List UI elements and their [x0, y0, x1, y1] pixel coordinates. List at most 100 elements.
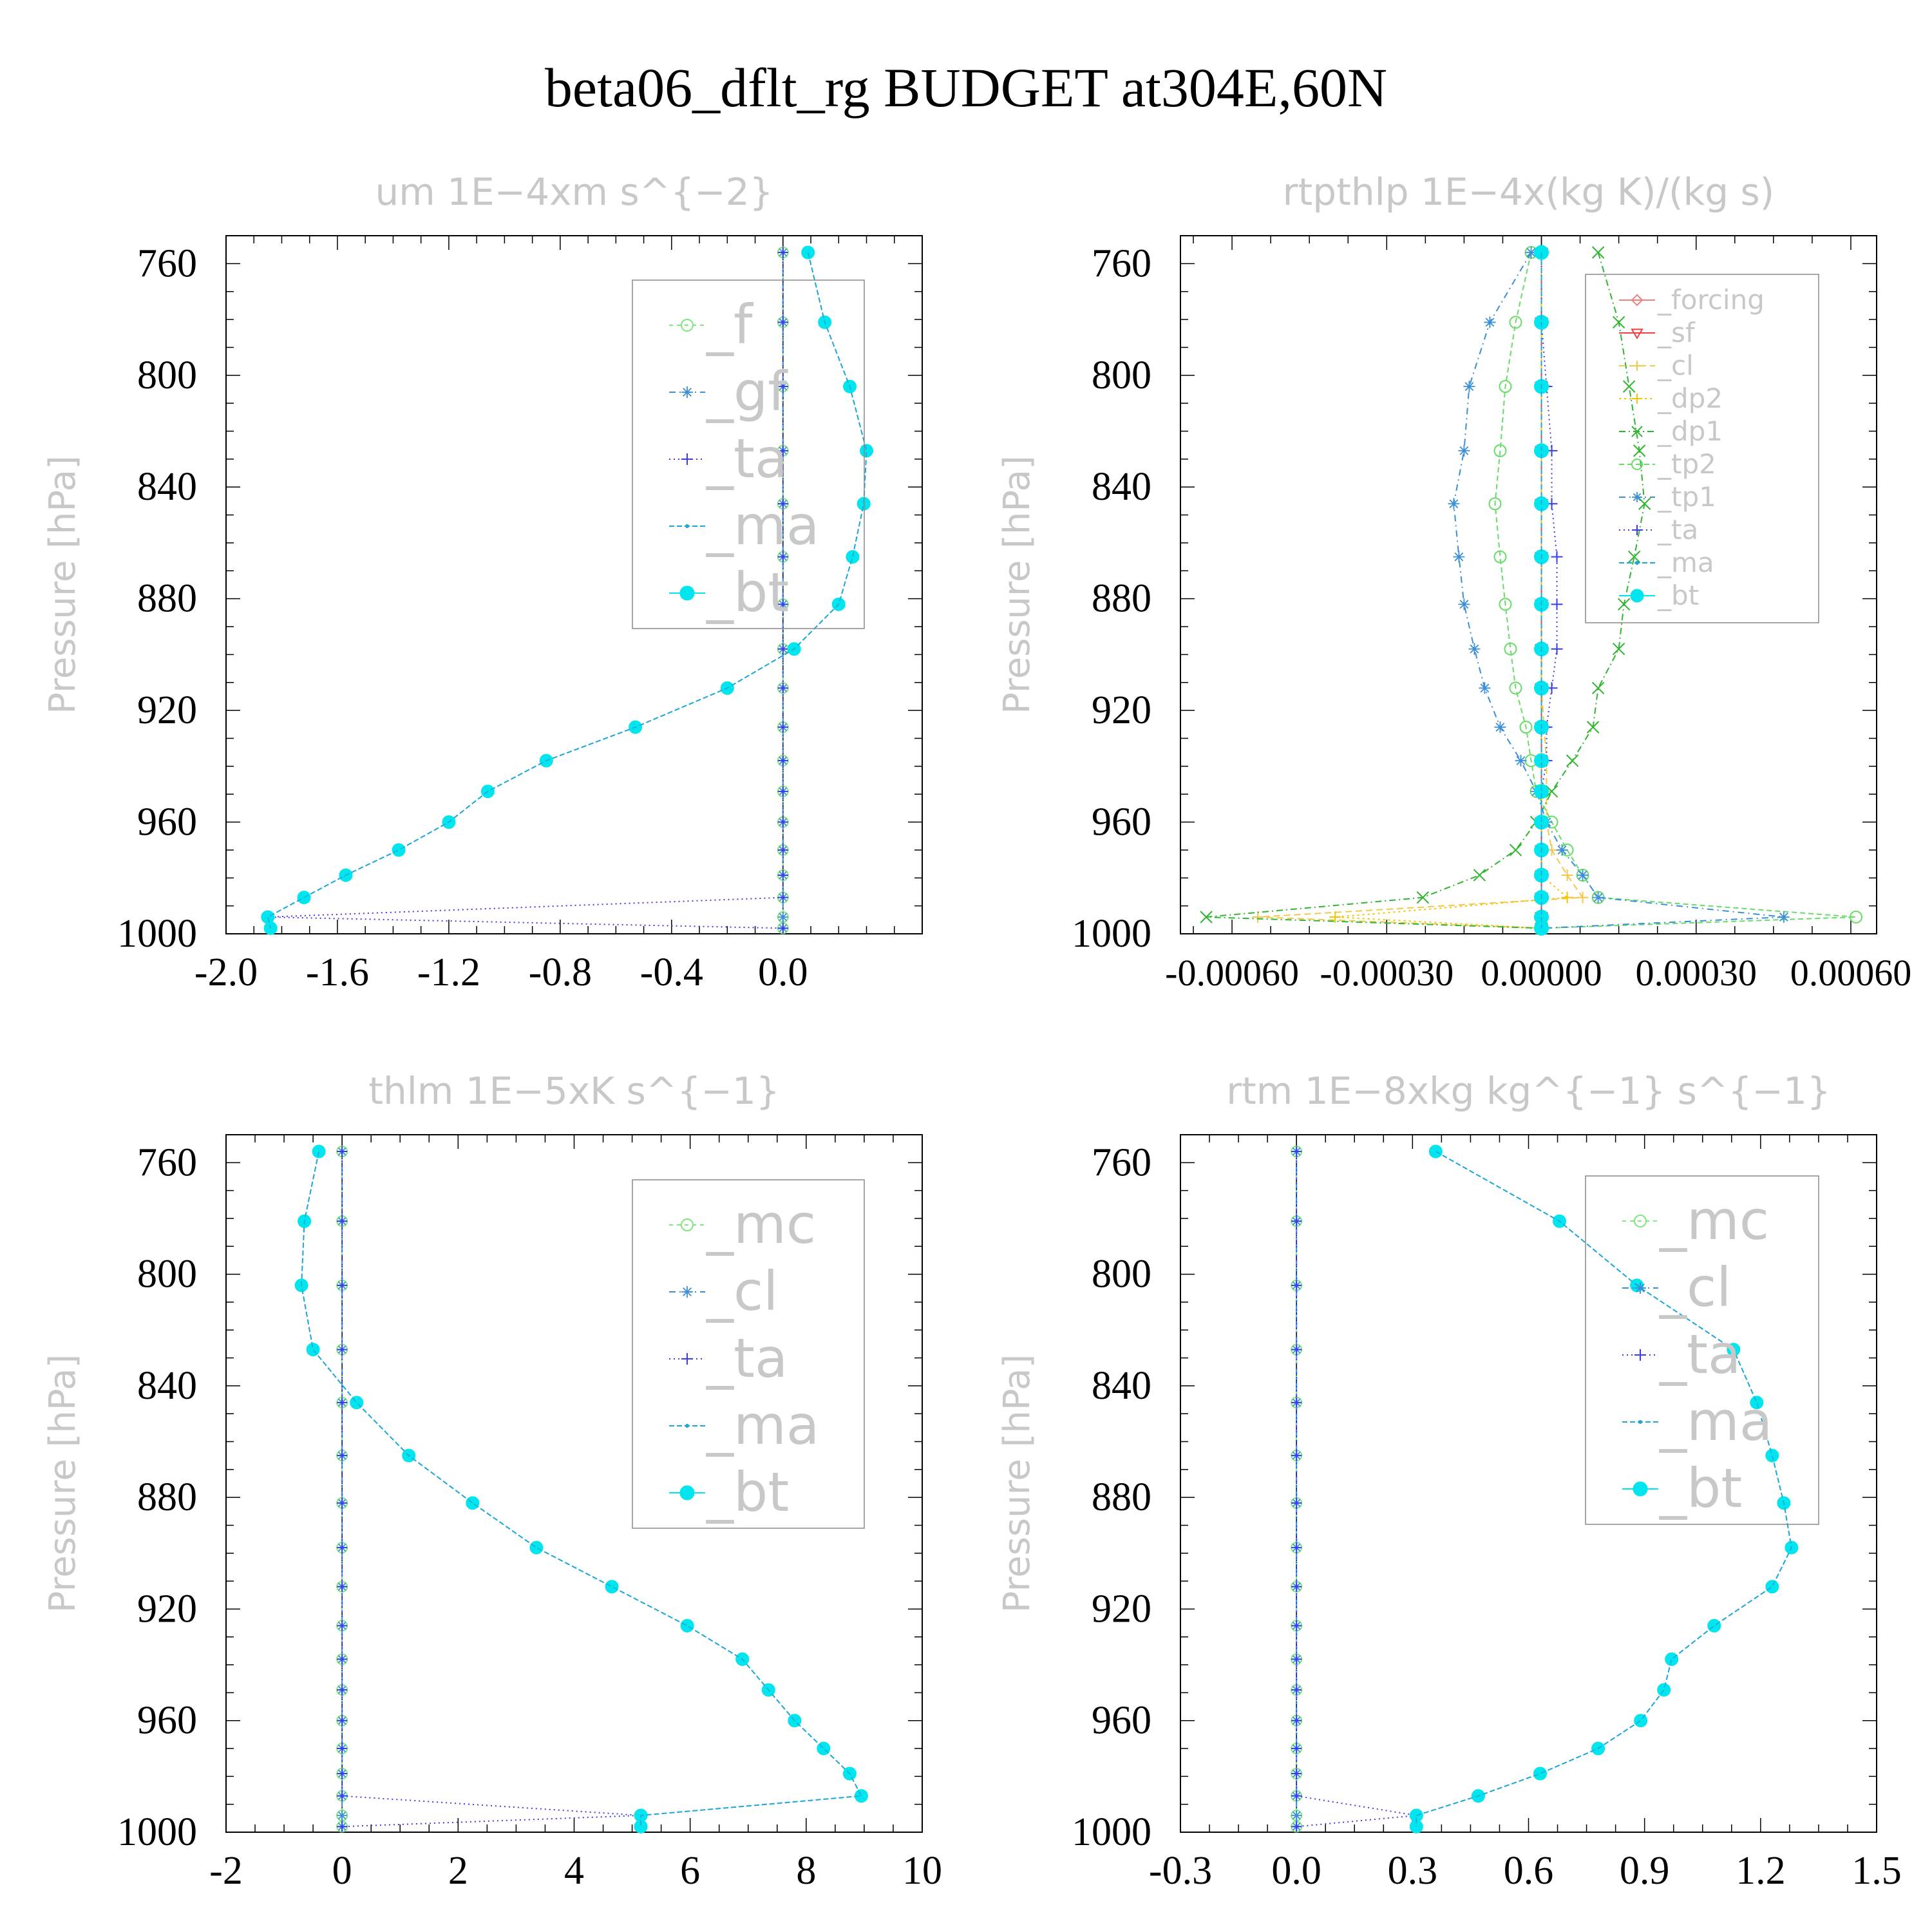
- data-point_ta: [337, 1450, 348, 1461]
- data-point_ta: [777, 683, 788, 694]
- data-point_ta: [337, 1654, 348, 1665]
- legend-label: _bt: [706, 561, 789, 624]
- y-tick-label: 800: [1092, 354, 1151, 397]
- x-tick-label: -0.00060: [1165, 952, 1299, 994]
- y-tick-label: 880: [1092, 1475, 1151, 1519]
- x-tick-label: -0.00030: [1320, 952, 1454, 994]
- y-tick-label: 760: [1092, 1141, 1151, 1184]
- plot-frame: [225, 1134, 923, 1833]
- data-point_ta: [337, 1768, 348, 1779]
- y-tick-label: 800: [137, 1253, 197, 1296]
- legend-box: [1585, 1175, 1819, 1525]
- plot-frame: [1180, 1134, 1877, 1833]
- legend-swatch-marker: [685, 1424, 689, 1428]
- data-point_ta: [777, 551, 788, 562]
- legend-swatch-marker: [1632, 393, 1642, 404]
- x-tick-label: 6: [680, 1849, 700, 1893]
- legend-label: _mc: [1659, 1189, 1769, 1252]
- legend-label: _tp2: [1657, 448, 1716, 480]
- data-point_dp1: [1638, 497, 1651, 510]
- data-point_ta: [777, 247, 788, 258]
- data-point_tp1: [1592, 891, 1604, 904]
- panel-title: rtm 1E−8xkg kg^{−1} s^{−1}: [1226, 1069, 1831, 1113]
- legend-swatch-marker: [1631, 294, 1643, 307]
- series-line_bt-overlay: [301, 1151, 862, 1827]
- data-point_dp1: [1509, 844, 1522, 857]
- x-tick-label: 0.6: [1504, 1849, 1554, 1893]
- series-line_bt-overlay: [267, 252, 867, 929]
- panel-title: thlm 1E−5xK s^{−1}: [368, 1069, 780, 1113]
- data-point_ta: [1291, 1715, 1302, 1726]
- data-point_bt: [466, 1496, 480, 1510]
- legend-label: _f: [706, 293, 754, 356]
- data-point_ta: [1291, 1685, 1302, 1696]
- data-point_dp1: [1627, 550, 1641, 564]
- legend-swatch-marker: [1635, 561, 1639, 565]
- data-point_cl: [1291, 1810, 1302, 1821]
- data-point_dp1: [1591, 681, 1605, 695]
- legend-label: _mc: [706, 1193, 816, 1256]
- data-point_dp1: [1591, 246, 1605, 259]
- legend-label: _cl: [1659, 1256, 1732, 1319]
- legend-label: _dp1: [1657, 415, 1723, 447]
- data-point_ta: [1551, 551, 1563, 563]
- y-tick-label: 960: [137, 800, 197, 844]
- legend-box: [632, 279, 865, 629]
- data-point_dp1: [1545, 785, 1558, 798]
- data-point_ta: [777, 445, 788, 456]
- data-point_dp1: [1622, 380, 1636, 393]
- data-point_bt: [605, 1580, 619, 1594]
- data-point_ta: [777, 869, 788, 880]
- data-point_ta: [777, 498, 788, 509]
- legend-swatch-marker: [679, 585, 695, 601]
- data-point_bt: [1765, 1580, 1779, 1594]
- data-point_ta: [337, 1542, 348, 1553]
- legend-swatch-marker: [1634, 1349, 1646, 1361]
- y-tick-label: 880: [137, 1475, 197, 1519]
- data-point_bt: [306, 1343, 320, 1357]
- data-point_ta: [777, 755, 788, 766]
- data-point_tp2: [1509, 681, 1522, 695]
- data-point_tp1: [1458, 598, 1470, 611]
- data-point_bt: [1534, 753, 1549, 768]
- legend-swatch-marker: [681, 1353, 693, 1365]
- data-point_tp1: [1463, 381, 1475, 393]
- legend-label: _cl: [706, 1260, 779, 1323]
- data-point_tp2: [1493, 444, 1507, 457]
- data-point_dp1: [1633, 444, 1646, 457]
- data-point_cl: [1577, 891, 1589, 904]
- y-axis-label: Pressure [hPa]: [42, 455, 84, 714]
- series-line_bt-overlay: [1416, 1151, 1792, 1827]
- data-point_tp1: [1494, 721, 1506, 734]
- y-tick-label: 840: [137, 1364, 197, 1408]
- data-point_dp1: [1612, 643, 1625, 656]
- x-tick-label: -1.2: [417, 951, 480, 994]
- data-point_tp1: [1525, 247, 1537, 259]
- data-point_ta: [777, 844, 788, 855]
- legend-label: _bt: [1657, 580, 1699, 611]
- data-point_ta: [1291, 1743, 1302, 1754]
- legend-swatch-marker: [681, 386, 693, 398]
- y-tick-label: 1000: [117, 1810, 197, 1854]
- data-point_tp1: [1577, 869, 1589, 881]
- legend-label: _bt: [1659, 1457, 1742, 1520]
- legend-swatch-marker: [685, 524, 689, 528]
- data-point_cl: [1252, 911, 1264, 923]
- data-point_tp2: [1499, 598, 1512, 611]
- y-tick-label: 920: [137, 688, 197, 732]
- data-point_cl: [1561, 869, 1573, 881]
- data-point_ta: [337, 1344, 348, 1355]
- series-line_dp1: [1206, 252, 1645, 929]
- data-point_ta: [1291, 1397, 1302, 1408]
- data-point_bt: [529, 1540, 544, 1555]
- data-point_tp2: [1509, 316, 1522, 329]
- data-point_ta: [1291, 1344, 1302, 1355]
- data-point_ta: [1291, 1146, 1302, 1157]
- legend-swatch-marker: [1634, 1215, 1647, 1227]
- data-point_dp2: [1561, 891, 1573, 904]
- x-tick-label: 1.2: [1736, 1849, 1786, 1893]
- legend-swatch-marker: [679, 1485, 695, 1501]
- legend-label: _sf: [1657, 317, 1696, 348]
- data-point_cl: [337, 1810, 348, 1821]
